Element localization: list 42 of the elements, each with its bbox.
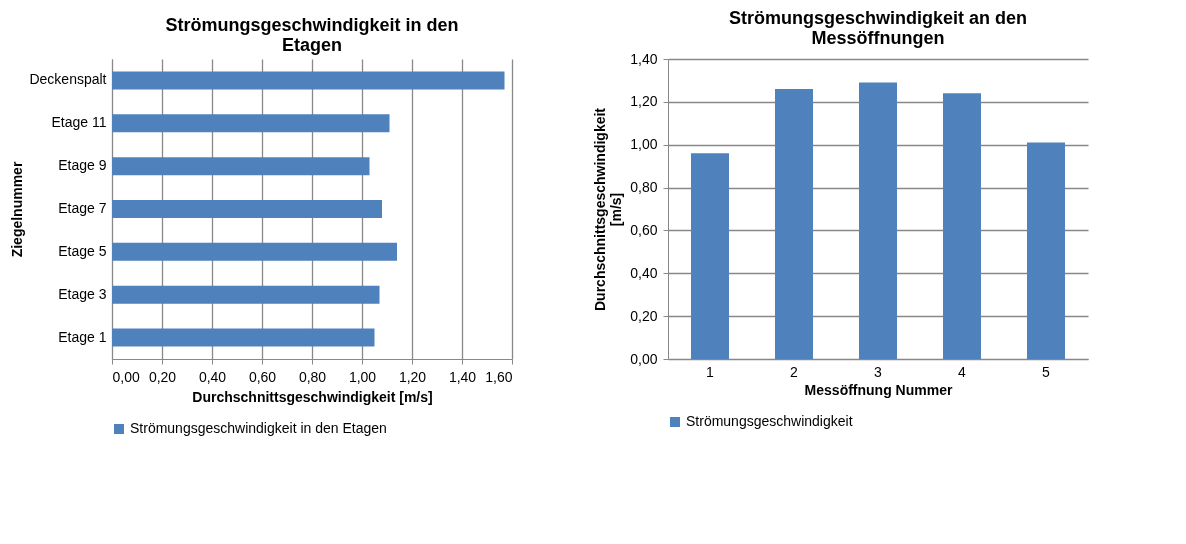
x-tick-label: 1 [706, 363, 715, 380]
x-tick-label: 0,00 [112, 368, 140, 385]
y-tick-label: 1,20 [630, 93, 658, 110]
x-tick-label: 0,20 [148, 368, 177, 385]
bar [859, 82, 897, 359]
y-tick-label: Etage 9 [58, 157, 107, 174]
x-tick-label: 4 [958, 363, 967, 380]
x-tick-label: 1,40 [448, 368, 477, 385]
y-tick-label: 0,40 [630, 264, 658, 281]
legend-label: Strömungsgeschwindigkeit in den Etagen [130, 420, 387, 436]
bar [691, 153, 729, 359]
x-axis-title: Messöffnung Nummer [804, 381, 953, 398]
chart-title: Strömungsgeschwindigkeit in den Etagen [165, 15, 459, 55]
y-tick-label: Etage 3 [58, 285, 107, 302]
bar [775, 89, 813, 359]
y-tick-label: 0,00 [630, 350, 658, 367]
x-tick-label: 2 [790, 363, 799, 380]
y-tick-label: Etage 7 [58, 200, 107, 216]
x-tick-label: 0,80 [298, 368, 327, 385]
y-tick-label: 0,60 [630, 221, 658, 238]
x-tick-label: 0,40 [198, 368, 227, 385]
y-tick-label: Etage 11 [51, 114, 107, 131]
y-tick-label: Etage 1 [58, 328, 107, 345]
y-tick-label: 0,80 [630, 179, 658, 196]
y-tick-label: Deckenspalt [29, 71, 107, 88]
x-tick-label: 1,00 [348, 368, 377, 385]
y-tick-label: 1,40 [630, 50, 658, 67]
y-axis-title: Durchschnittsgeschwindigkeit [m/s] [592, 107, 625, 312]
y-tick-label: 1,00 [630, 136, 658, 153]
x-axis-title: Durchschnittsgeschwindigkeit [m/s] [192, 388, 433, 405]
y-tick-label: 0,20 [630, 307, 658, 324]
bar [1027, 142, 1065, 359]
legend-label: Strömungsgeschwindigkeit [686, 413, 853, 429]
x-tick-label: 5 [1042, 363, 1051, 380]
y-tick-label: Etage 5 [58, 242, 107, 259]
bar [943, 93, 981, 359]
x-tick-label: 3 [874, 363, 883, 380]
y-axis-title: Ziegelnummer [9, 161, 26, 258]
chart-title: Strömungsgeschwindigkeit an den Messöffnungen [728, 8, 1028, 48]
x-tick-label: 0,60 [248, 368, 277, 385]
x-tick-label: 1,20 [398, 368, 427, 385]
x-tick-label: 1,60 [485, 368, 513, 385]
